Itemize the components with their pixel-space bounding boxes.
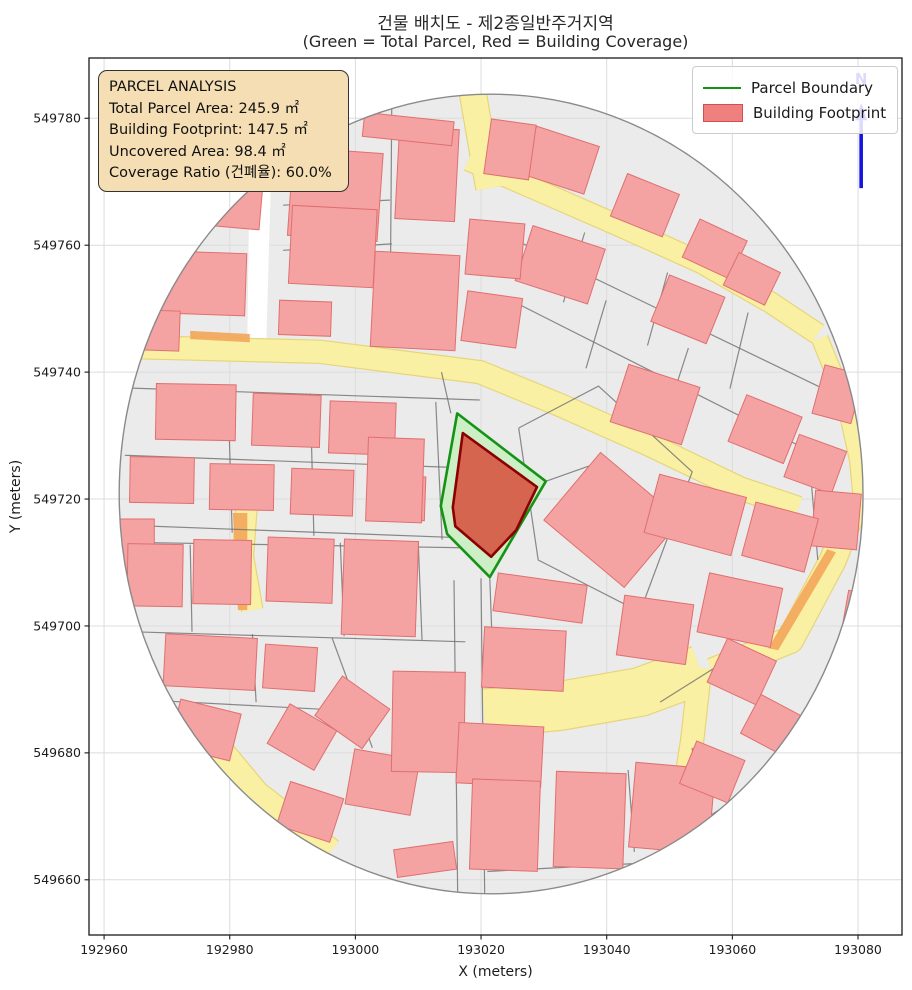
building <box>678 740 746 804</box>
legend-row-building-footprint: Building Footprint <box>703 100 887 125</box>
y-tick-label: 549700 <box>33 618 81 633</box>
building <box>390 670 466 774</box>
district-outline <box>118 93 864 895</box>
road-accent <box>190 330 250 343</box>
parcel-boundary-line <box>585 300 607 369</box>
coverage-ratio-text: Coverage Ratio (건폐율): 60.0% <box>109 165 332 181</box>
building <box>275 780 345 843</box>
building <box>266 703 338 772</box>
building <box>250 392 322 448</box>
building <box>543 451 682 589</box>
plot-title: 건물 배치도 - 제2종일반주거지역 <box>377 14 614 34</box>
building <box>208 463 275 511</box>
building <box>741 501 820 573</box>
y-tick-label: 549780 <box>33 111 81 126</box>
building <box>159 250 248 317</box>
x-tick-label: 193040 <box>583 942 631 957</box>
building <box>361 111 455 147</box>
building <box>393 840 458 878</box>
x-tick-label: 193060 <box>709 942 757 957</box>
building <box>609 363 701 446</box>
building <box>483 118 537 181</box>
y-tick-label: 549720 <box>33 491 81 506</box>
building <box>287 204 378 289</box>
building <box>365 436 425 524</box>
building <box>650 274 726 345</box>
parcel-boundary-line <box>518 385 693 613</box>
building <box>468 778 541 872</box>
parcel-boundary-line-swatch <box>703 86 741 89</box>
parcel-boundary-line <box>417 540 423 640</box>
road <box>481 647 709 738</box>
y-tick-label: 549660 <box>33 872 81 887</box>
building <box>783 433 848 495</box>
building <box>126 543 184 608</box>
x-tick-label: 193000 <box>332 942 380 957</box>
building <box>464 218 526 280</box>
building <box>706 637 778 706</box>
y-tick-label: 549760 <box>33 238 81 253</box>
parcel-boundary-line <box>122 524 461 539</box>
building <box>839 589 863 645</box>
legend: Parcel Boundary Building Footprint <box>692 66 898 134</box>
road <box>464 150 824 343</box>
building <box>696 572 784 649</box>
building <box>340 538 420 638</box>
x-tick-label: 193020 <box>457 942 505 957</box>
building <box>609 172 681 238</box>
parcel-analysis-box: PARCEL ANALYSIS Total Parcel Area: 245.9… <box>98 70 349 192</box>
building-footprint-patch-swatch <box>703 103 743 122</box>
legend-label-parcel-boundary: Parcel Boundary <box>751 78 874 97</box>
building <box>455 721 545 788</box>
x-axis-label: X (meters) <box>458 964 532 980</box>
x-tick-label: 192980 <box>206 942 254 957</box>
parcel-boundary-line <box>129 631 466 643</box>
parcel-boundary-line <box>729 312 749 389</box>
building <box>643 473 748 557</box>
x-tick-label: 193080 <box>834 942 882 957</box>
total-parcel-area-text: Total Parcel Area: 245.9 ㎡ <box>109 100 300 117</box>
legend-label-building-footprint: Building Footprint <box>753 103 887 122</box>
building <box>480 626 567 692</box>
plot-subtitle: (Green = Total Parcel, Red = Building Co… <box>302 32 689 51</box>
road <box>119 335 802 519</box>
parcel-boundary-line <box>189 544 193 632</box>
y-tick-label: 549680 <box>33 745 81 760</box>
y-axis-label: Y (meters) <box>8 460 24 534</box>
building <box>460 290 524 349</box>
building <box>552 770 627 870</box>
building <box>314 675 391 750</box>
building <box>727 394 803 465</box>
plot-border <box>88 57 903 936</box>
parcel-boundary-line <box>440 371 452 414</box>
building <box>369 250 461 352</box>
building <box>262 643 319 692</box>
y-tick-label: 549740 <box>33 364 81 379</box>
building <box>615 594 695 666</box>
building <box>162 633 258 691</box>
building <box>722 251 782 306</box>
building <box>492 572 588 624</box>
parcel-analysis-title: PARCEL ANALYSIS <box>109 79 237 95</box>
legend-row-parcel-boundary: Parcel Boundary <box>703 75 887 100</box>
building <box>192 538 253 606</box>
highlighted-building-footprint <box>451 431 539 559</box>
building <box>514 225 606 305</box>
road-accent <box>768 549 836 651</box>
building-footprint-text: Building Footprint: 147.5 ㎡ <box>109 122 308 138</box>
parcel-boundary-line <box>435 401 443 540</box>
building <box>154 382 237 442</box>
uncovered-area-text: Uncovered Area: 98.4 ㎡ <box>109 143 286 160</box>
parcel-boundary-line <box>489 578 493 630</box>
building <box>128 456 195 504</box>
x-tick-label: 192960 <box>80 942 128 957</box>
building <box>265 536 335 604</box>
building <box>277 299 333 337</box>
building <box>289 467 355 517</box>
